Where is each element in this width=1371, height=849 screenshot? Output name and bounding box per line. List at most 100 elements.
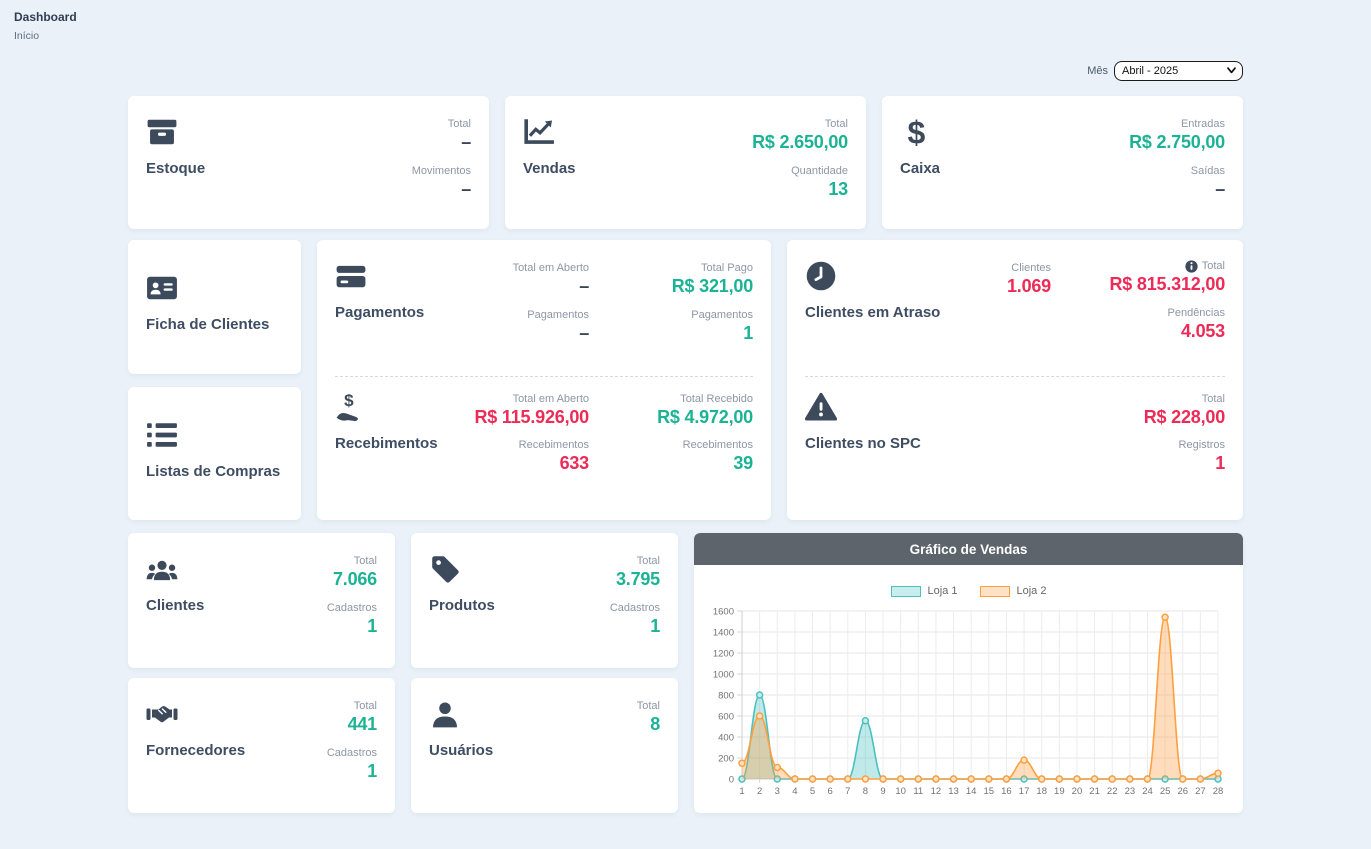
section-clientes-em-atraso[interactable]: Clientes em Atraso Clientes 1.069 Total <box>805 260 1225 370</box>
card-label: Listas de Compras <box>146 462 281 480</box>
svg-text:10: 10 <box>895 786 906 797</box>
card-estoque[interactable]: Estoque Total – Movimentos – <box>128 96 489 229</box>
dollar-sign-icon: $ <box>907 116 925 148</box>
page-title: Dashboard <box>14 10 77 24</box>
card-label: Usuários <box>429 742 494 759</box>
stat-label: Cadastros <box>326 746 377 759</box>
section-clientes-no-spc[interactable]: Clientes no SPC Total R$ 228,00 Registro… <box>805 391 1225 501</box>
svg-text:1400: 1400 <box>713 628 734 639</box>
legend-item-loja-1[interactable]: Loja 1 <box>890 585 958 597</box>
card-vendas[interactable]: Vendas Total R$ 2.650,00 Quantidade 13 <box>505 96 866 229</box>
section-pagamentos[interactable]: Pagamentos Total em Aberto – Pagamentos … <box>335 260 753 370</box>
svg-text:600: 600 <box>718 712 734 723</box>
stat-label: Recebimentos <box>682 439 753 452</box>
svg-text:800: 800 <box>718 691 734 702</box>
stat-value: – <box>1215 178 1225 199</box>
stat-label: Pagamentos <box>691 308 753 321</box>
card-fornecedores[interactable]: Fornecedores Total 441 Cadastros 1 <box>128 678 395 813</box>
svg-text:0: 0 <box>729 775 734 786</box>
svg-text:22: 22 <box>1107 786 1118 797</box>
card-label: Vendas <box>523 160 576 177</box>
stat-label: Cadastros <box>609 601 660 614</box>
card-label: Recebimentos <box>335 434 438 452</box>
chart-header: Gráfico de Vendas <box>694 533 1243 565</box>
info-icon[interactable] <box>1185 260 1198 273</box>
legend-label: Loja 2 <box>1016 585 1047 597</box>
credit-card-icon <box>336 265 366 288</box>
hand-holding-dollar-icon: $ <box>336 391 358 421</box>
svg-text:1600: 1600 <box>713 607 734 618</box>
stat-label: Saídas <box>1190 164 1225 177</box>
stat-label: Total <box>824 118 848 130</box>
svg-text:19: 19 <box>1054 786 1065 797</box>
card-produtos[interactable]: Produtos Total 3.795 Cadastros 1 <box>411 533 678 668</box>
svg-text:1200: 1200 <box>713 649 734 660</box>
stat-label: Total Recebido <box>680 392 753 405</box>
stat-value: R$ 228,00 <box>1143 406 1225 427</box>
svg-text:14: 14 <box>966 786 977 797</box>
stat-label: Total <box>353 555 377 567</box>
stat-value: R$ 4.972,00 <box>657 406 753 427</box>
svg-text:26: 26 <box>1177 786 1188 797</box>
svg-text:$: $ <box>907 116 925 148</box>
svg-text:28: 28 <box>1213 786 1224 797</box>
stat-value: – <box>579 276 589 297</box>
svg-text:6: 6 <box>827 786 832 797</box>
stat-value: 441 <box>347 714 378 735</box>
stat-value: 8 <box>650 714 660 735</box>
stat-label: Total <box>1201 260 1225 272</box>
svg-text:18: 18 <box>1036 786 1047 797</box>
svg-text:1: 1 <box>739 786 744 797</box>
stat-value: 1.069 <box>1006 276 1051 297</box>
stat-value: 1 <box>743 322 753 343</box>
stat-value: 39 <box>733 453 753 474</box>
list-icon <box>147 422 177 447</box>
svg-text:23: 23 <box>1125 786 1136 797</box>
svg-text:400: 400 <box>718 733 734 744</box>
stat-value: R$ 2.650,00 <box>752 132 848 153</box>
chart-legend: Loja 1 Loja 2 <box>706 585 1231 597</box>
legend-swatch <box>979 585 1010 597</box>
box-archive-icon <box>147 119 177 145</box>
stat-label: Pagamentos <box>527 308 589 321</box>
month-filter-label: Mês <box>1087 65 1108 77</box>
svg-text:200: 200 <box>718 754 734 765</box>
stat-value: 7.066 <box>332 569 377 590</box>
stat-value: 1 <box>1215 453 1225 474</box>
svg-text:15: 15 <box>984 786 995 797</box>
legend-item-loja-2[interactable]: Loja 2 <box>979 585 1047 597</box>
legend-swatch <box>890 585 921 597</box>
month-select[interactable]: Abril - 2025 <box>1114 61 1243 81</box>
breadcrumb[interactable]: Início <box>14 30 40 42</box>
svg-text:7: 7 <box>845 786 850 797</box>
stat-label: Total em Aberto <box>512 392 589 405</box>
card-ficha-de-clientes[interactable]: Ficha de Clientes <box>128 240 301 374</box>
card-label: Produtos <box>429 597 495 614</box>
svg-text:$: $ <box>344 391 354 410</box>
card-grafico-de-vendas: Gráfico de Vendas Loja 1 Loja 2 0 200 400 60… <box>694 533 1243 813</box>
stat-label: Total <box>1201 392 1225 405</box>
card-listas-de-compras[interactable]: Listas de Compras <box>128 386 301 520</box>
svg-text:27: 27 <box>1195 786 1206 797</box>
card-caixa[interactable]: $ Caixa Entradas R$ 2.750,00 Saídas – <box>882 96 1243 229</box>
svg-text:8: 8 <box>863 786 868 797</box>
tag-icon <box>432 556 459 583</box>
svg-text:13: 13 <box>948 786 959 797</box>
stat-label: Total <box>447 118 471 130</box>
card-label: Clientes em Atraso <box>805 304 941 321</box>
card-label: Clientes <box>146 597 205 614</box>
users-icon <box>146 560 178 581</box>
card-clientes[interactable]: Clientes Total 7.066 Cadastros 1 <box>128 533 395 668</box>
stat-value: 633 <box>559 453 590 474</box>
cards-row-3: Clientes Total 7.066 Cadastros 1 Produto… <box>128 533 1243 813</box>
chart-line-icon <box>524 119 554 144</box>
month-select-value: Abril - 2025 <box>1122 65 1179 77</box>
card-usuarios[interactable]: Usuários Total 8 <box>411 678 678 813</box>
stat-label: Total <box>636 555 660 567</box>
divider <box>805 375 1225 377</box>
svg-text:20: 20 <box>1072 786 1083 797</box>
handshake-icon <box>146 706 178 723</box>
section-recebimentos[interactable]: $ Recebimentos Total em Aberto R$ 115.92… <box>335 391 753 501</box>
stat-label: Recebimentos <box>518 439 589 452</box>
card-pagamentos-recebimentos: Pagamentos Total em Aberto – Pagamentos … <box>317 240 771 520</box>
